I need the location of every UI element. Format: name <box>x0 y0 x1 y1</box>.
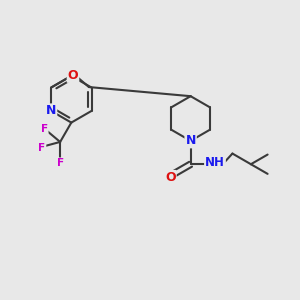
Text: F: F <box>57 158 64 168</box>
Text: F: F <box>38 143 46 153</box>
Text: F: F <box>40 124 48 134</box>
Text: O: O <box>68 69 78 82</box>
Text: NH: NH <box>205 156 225 169</box>
Text: N: N <box>185 134 196 147</box>
Text: O: O <box>165 171 176 184</box>
Text: N: N <box>46 104 56 117</box>
